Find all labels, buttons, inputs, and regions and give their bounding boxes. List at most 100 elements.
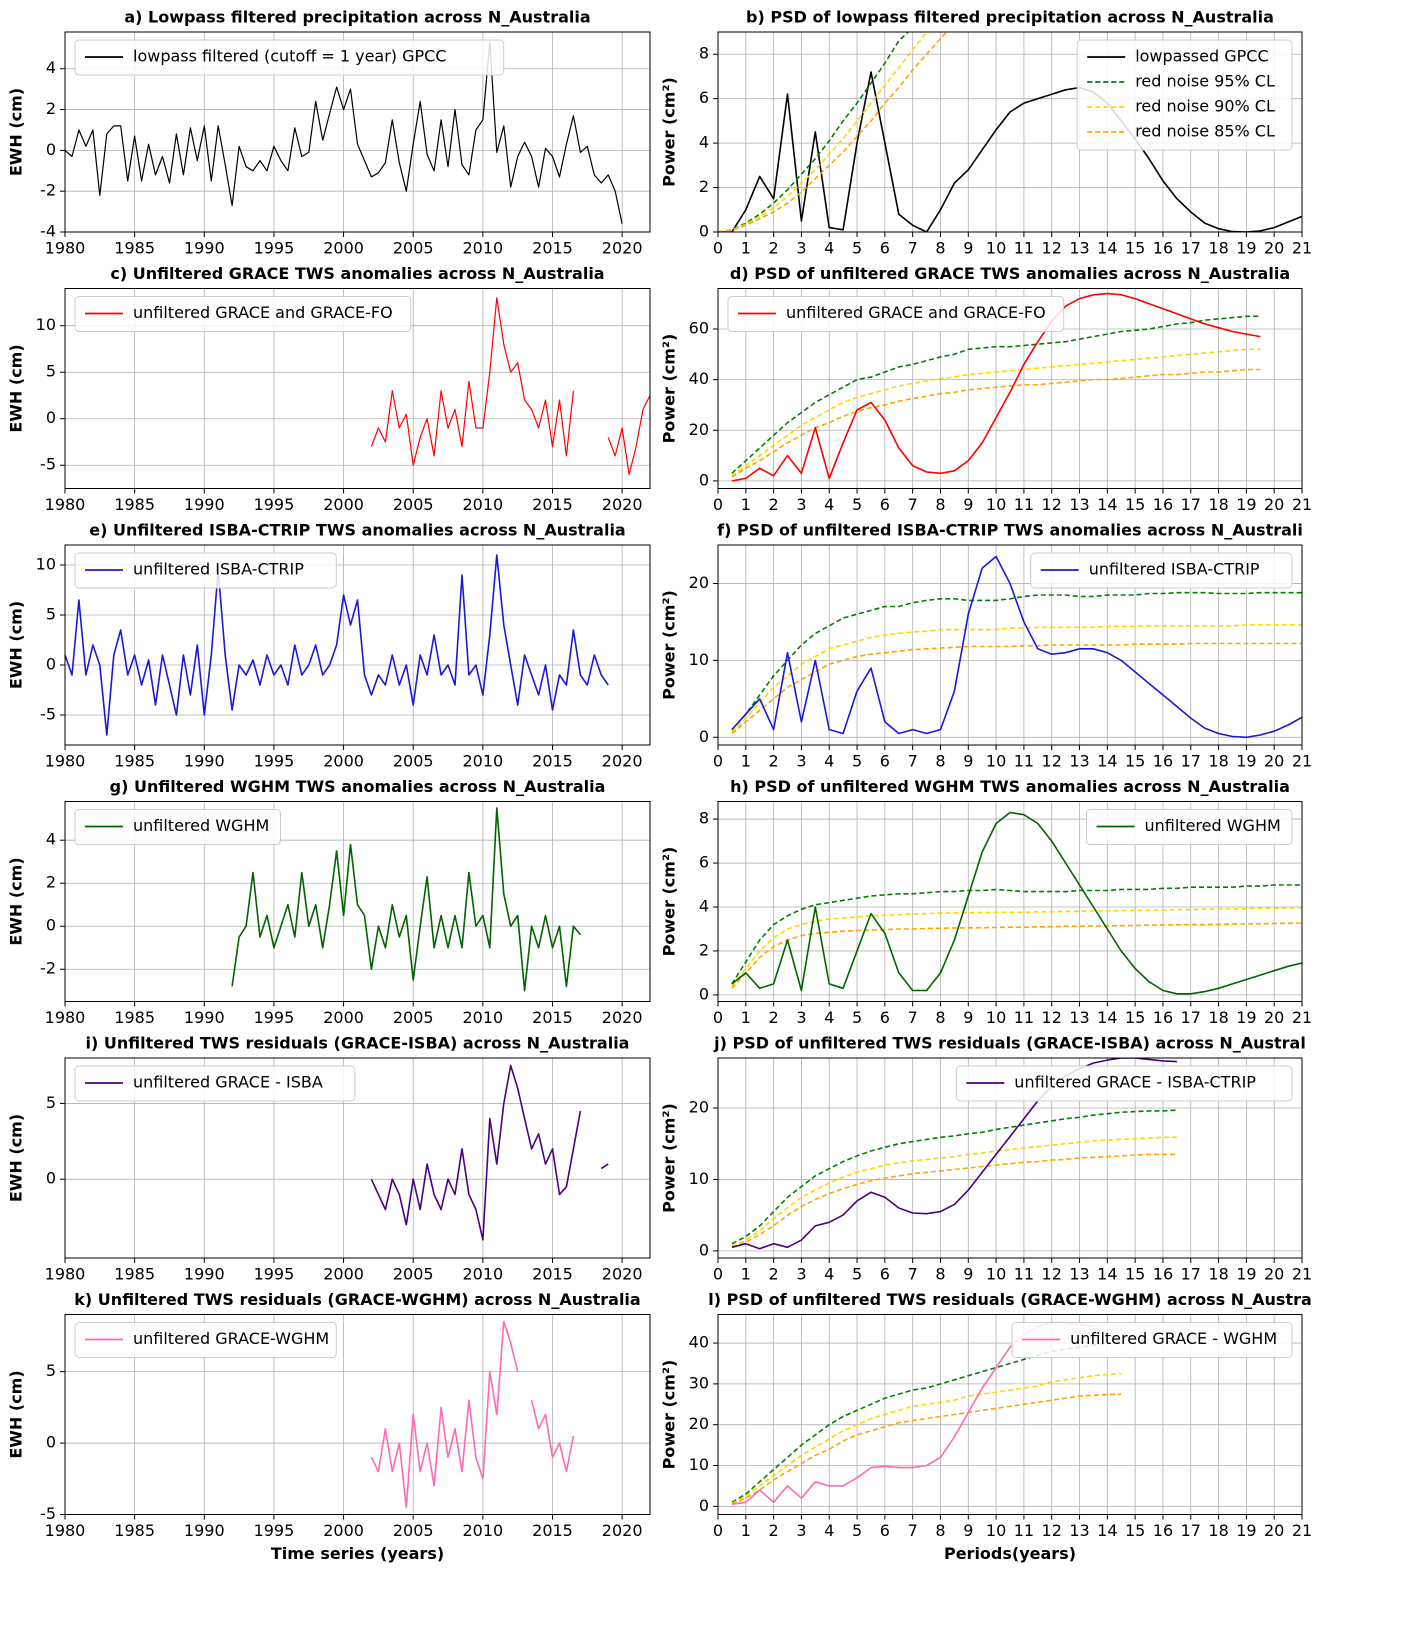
x-tick-label: 2020 (602, 1521, 643, 1540)
x-tick-label: 2 (769, 1008, 779, 1027)
x-tick-label: 2015 (532, 1008, 573, 1027)
noise-line (731, 884, 1302, 985)
y-tick-label: 6 (699, 88, 709, 107)
x-tick-label: 3 (796, 1521, 806, 1540)
chart-title: g) Unfiltered WGHM TWS anomalies across … (110, 777, 606, 796)
legend-label: lowpass filtered (cutoff = 1 year) GPCC (133, 47, 447, 66)
y-axis-label: EWH (cm) (7, 601, 26, 689)
x-tick-label: 0 (713, 1265, 723, 1284)
x-tick-label: 1990 (184, 1265, 225, 1284)
frame (717, 544, 1303, 746)
x-tick-label: 17 (1181, 1265, 1201, 1284)
y-tick-label: 4 (699, 896, 709, 915)
x-tick-label: 1 (741, 1521, 751, 1540)
x-tick-label: 6 (880, 239, 890, 258)
panel: 0 1 2 3 4 5 6 7 8 9 10 11 12 13 14 15 16 17 18 19 20 2101020u… (660, 1034, 1313, 1284)
x-tick-label: 2000 (323, 1521, 364, 1540)
data-line (731, 811, 1302, 995)
x-tick-label: 2000 (323, 1008, 364, 1027)
chart-title: a) Lowpass filtered precipitation across… (124, 8, 590, 27)
noise-line (731, 315, 1261, 474)
x-tick-label: 6 (880, 1265, 890, 1284)
panel: 0 1 2 3 4 5 6 7 8 9 10 11 12 13 14 15 16 17 18 19 20 2101020u… (660, 521, 1313, 771)
y-tick-label: 2 (46, 99, 56, 118)
y-tick-label: 0 (46, 1169, 56, 1188)
x-tick-label: 8 (935, 239, 945, 258)
legend-label: lowpassed GPCC (1135, 47, 1268, 66)
x-tick-label: 18 (1208, 495, 1228, 514)
x-tick-label: 20 (1264, 1521, 1284, 1540)
x-tick-label: 7 (908, 752, 918, 771)
x-tick-label: 5 (852, 1265, 862, 1284)
data-line (370, 1064, 609, 1241)
x-tick-label: 1980 (45, 1008, 86, 1027)
y-axis-label: Power (cm²) (660, 847, 679, 957)
legend-label: unfiltered WGHM (1145, 816, 1281, 835)
x-tick-label: 3 (796, 1265, 806, 1284)
data-line (731, 555, 1302, 739)
panel: 1980 1985 1990 1995 2000 2005 2010 2015 2020 0 5 un… (7, 1034, 651, 1284)
x-tick-label: 12 (1042, 1008, 1062, 1027)
chart-title: f) PSD of unfiltered ISBA-CTRIP TWS anom… (717, 521, 1303, 540)
frame (717, 288, 1303, 489)
noise-line (731, 642, 1302, 735)
legend-box (74, 552, 337, 589)
x-tick-label: 16 (1153, 1521, 1173, 1540)
x-tick-label: 2000 (323, 495, 364, 514)
x-tick-label: 18 (1208, 239, 1228, 258)
data-line (731, 292, 1261, 482)
noise-line (718, 32, 910, 232)
x-tick-label: 8 (935, 1521, 945, 1540)
noise-line (731, 368, 1261, 478)
x-tick-label: 1990 (184, 239, 225, 258)
chart-title: h) PSD of unfiltered WGHM TWS anomalies … (730, 777, 1290, 796)
x-tick-label: 21 (1292, 1265, 1312, 1284)
y-tick-label: -5 (40, 1504, 56, 1523)
x-tick-label: 21 (1292, 1521, 1312, 1540)
frame (717, 1314, 1303, 1515)
x-tick-label: 1990 (184, 1008, 225, 1027)
frame (717, 31, 1303, 233)
x-tick-label: 14 (1097, 1265, 1117, 1284)
x-tick-label: 2 (769, 1265, 779, 1284)
x-tick-label: 20 (1264, 495, 1284, 514)
x-tick-label: 15 (1125, 1521, 1145, 1540)
x-tick-label: 20 (1264, 752, 1284, 771)
x-tick-label: 2020 (602, 1008, 643, 1027)
y-tick-label: 10 (36, 315, 56, 334)
x-tick-label: 9 (963, 239, 973, 258)
x-tick-label: 2 (769, 239, 779, 258)
x-tick-label: 8 (935, 495, 945, 514)
y-tick-label: -2 (40, 959, 56, 978)
x-tick-label: 2 (769, 1521, 779, 1540)
x-tick-label: 10 (986, 239, 1006, 258)
y-tick-label: 20 (689, 1098, 709, 1117)
y-axis-label: Power (cm²) (660, 590, 679, 700)
x-tick-label: 21 (1292, 752, 1312, 771)
x-tick-label: 12 (1042, 752, 1062, 771)
x-tick-label: 19 (1236, 239, 1256, 258)
x-tick-label: 9 (963, 752, 973, 771)
y-tick-label: 5 (46, 1093, 56, 1112)
x-tick-label: 17 (1181, 752, 1201, 771)
frame (64, 801, 651, 1002)
chart-title: l) PSD of unfiltered TWS residuals (GRAC… (708, 1290, 1312, 1309)
x-tick-label: 1990 (184, 495, 225, 514)
x-tick-label: 0 (713, 752, 723, 771)
chart-title: c) Unfiltered GRACE TWS anomalies across… (110, 264, 604, 283)
x-tick-label: 2015 (532, 752, 573, 771)
panel: 1980 1985 1990 1995 2000 2005 2010 2015 2020 -5 0 5… (7, 264, 651, 514)
y-tick-label: 0 (699, 1496, 709, 1515)
x-tick-label: 13 (1069, 752, 1089, 771)
x-tick-label: 15 (1125, 1265, 1145, 1284)
x-tick-label: 1995 (254, 752, 295, 771)
noise-line (718, 32, 928, 232)
x-tick-label: 10 (986, 1008, 1006, 1027)
x-tick-label: 16 (1153, 752, 1173, 771)
x-tick-label: 15 (1125, 239, 1145, 258)
x-tick-label: 10 (986, 752, 1006, 771)
y-tick-label: 0 (699, 1240, 709, 1259)
x-tick-label: 2010 (462, 495, 503, 514)
y-tick-label: 0 (46, 140, 56, 159)
y-tick-label: 0 (699, 727, 709, 746)
